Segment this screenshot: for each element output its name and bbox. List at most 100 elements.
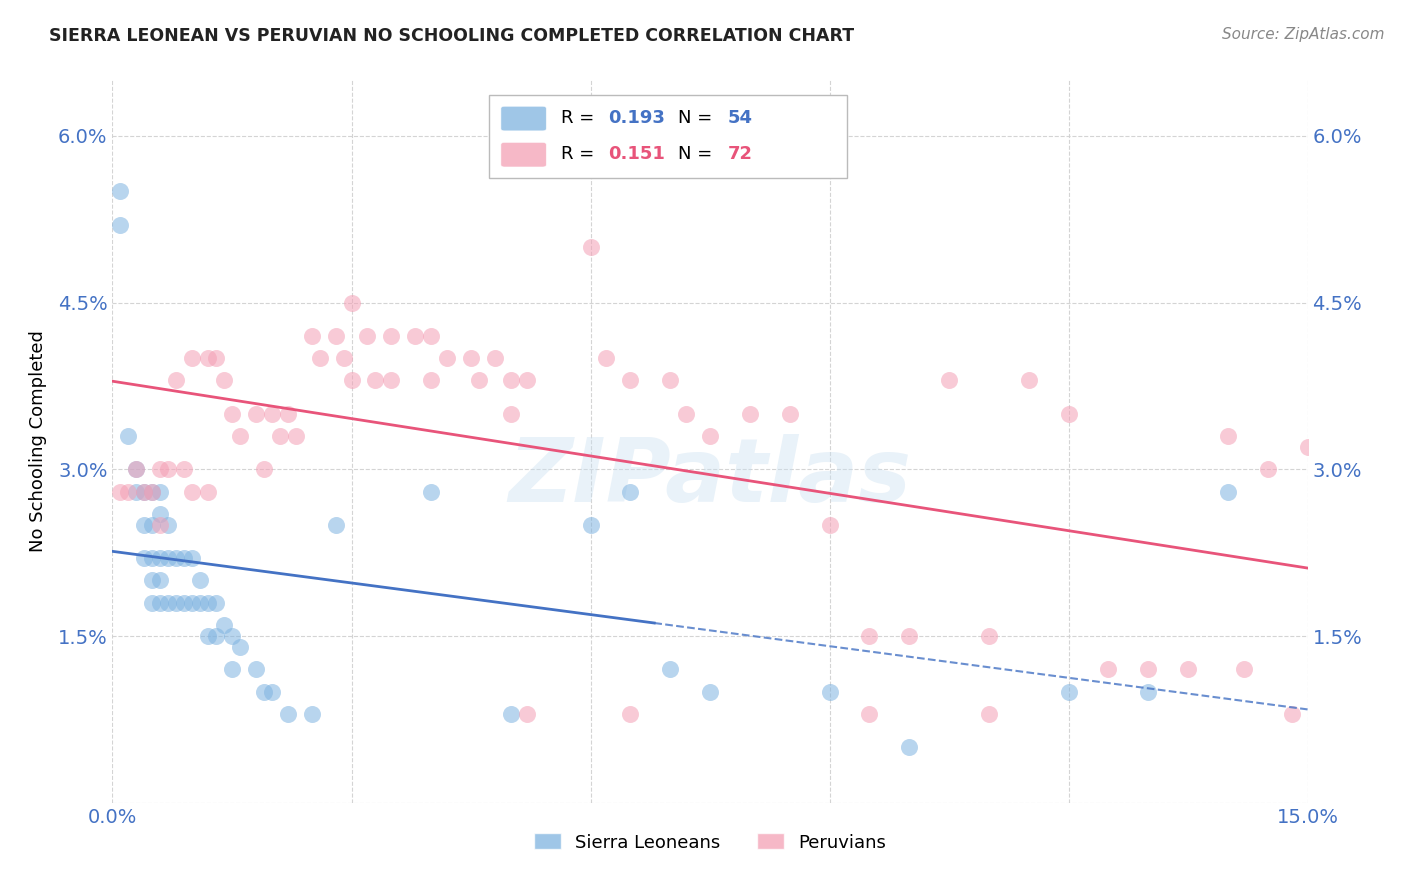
Point (260, 407, 283, 421)
Point (356, 329, 378, 343)
Point (269, 429, 291, 443)
Point (1296, 440, 1319, 454)
Point (699, 429, 721, 443)
Point (420, 484, 443, 499)
Point (675, 407, 697, 421)
Text: N =: N = (678, 145, 717, 163)
Point (165, 551, 187, 566)
Point (1281, 706, 1303, 721)
Point (619, 373, 641, 387)
Point (325, 329, 347, 343)
Point (1216, 429, 1239, 443)
Point (301, 329, 323, 343)
Point (699, 684, 721, 698)
Point (181, 551, 204, 566)
Point (420, 329, 443, 343)
Text: R =: R = (561, 109, 599, 127)
Point (738, 407, 761, 421)
Point (977, 706, 1000, 721)
Point (181, 596, 204, 610)
Point (499, 373, 522, 387)
Point (1137, 662, 1160, 676)
Point (364, 373, 387, 387)
Point (165, 596, 187, 610)
Point (173, 462, 195, 476)
Point (468, 373, 491, 387)
Point (197, 484, 219, 499)
Point (245, 662, 267, 676)
Point (134, 517, 156, 532)
Point (340, 373, 363, 387)
Point (117, 429, 139, 443)
Point (141, 596, 163, 610)
Point (619, 484, 641, 499)
Point (284, 429, 307, 443)
Point (380, 373, 402, 387)
Point (197, 596, 219, 610)
Text: 0.193: 0.193 (609, 109, 665, 127)
Text: Source: ZipAtlas.com: Source: ZipAtlas.com (1222, 27, 1385, 42)
Point (188, 574, 211, 588)
Point (141, 517, 163, 532)
Point (149, 574, 172, 588)
Point (659, 373, 682, 387)
Point (173, 596, 195, 610)
Point (325, 517, 347, 532)
Point (1257, 462, 1279, 476)
Point (212, 373, 235, 387)
FancyBboxPatch shape (501, 106, 547, 131)
Point (1097, 662, 1119, 676)
Point (197, 629, 219, 643)
Point (181, 351, 204, 366)
Point (212, 618, 235, 632)
Point (938, 373, 960, 387)
Point (595, 351, 617, 366)
Point (404, 329, 426, 343)
Point (149, 462, 172, 476)
Point (245, 407, 267, 421)
Point (1057, 407, 1080, 421)
Text: 0.151: 0.151 (609, 145, 665, 163)
Text: ZIPatlas: ZIPatlas (509, 434, 911, 521)
Point (181, 484, 204, 499)
Point (1137, 684, 1160, 698)
Point (277, 706, 299, 721)
Point (149, 484, 172, 499)
Text: SIERRA LEONEAN VS PERUVIAN NO SCHOOLING COMPLETED CORRELATION CHART: SIERRA LEONEAN VS PERUVIAN NO SCHOOLING … (49, 27, 855, 45)
Point (221, 662, 243, 676)
Point (977, 629, 1000, 643)
Legend: Sierra Leoneans, Peruvians: Sierra Leoneans, Peruvians (527, 826, 893, 859)
Point (436, 351, 458, 366)
Point (149, 551, 172, 566)
Point (165, 373, 187, 387)
Point (659, 662, 682, 676)
Point (540, 151, 562, 165)
Point (332, 351, 354, 366)
Text: R =: R = (561, 145, 599, 163)
Point (460, 351, 482, 366)
Point (134, 551, 156, 566)
Point (157, 462, 180, 476)
Point (579, 240, 602, 254)
Point (205, 596, 228, 610)
Point (188, 596, 211, 610)
Point (141, 484, 163, 499)
Point (260, 684, 283, 698)
Point (110, 185, 132, 199)
Point (205, 629, 228, 643)
Point (125, 462, 148, 476)
Point (516, 373, 538, 387)
Point (1216, 484, 1239, 499)
Point (277, 407, 299, 421)
Point (858, 706, 880, 721)
Point (1057, 684, 1080, 698)
Point (253, 684, 276, 698)
Point (141, 484, 163, 499)
Text: N =: N = (678, 109, 717, 127)
Point (484, 351, 506, 366)
Point (818, 517, 841, 532)
Point (134, 484, 156, 499)
Point (149, 507, 172, 521)
Text: 72: 72 (728, 145, 754, 163)
Point (619, 706, 641, 721)
